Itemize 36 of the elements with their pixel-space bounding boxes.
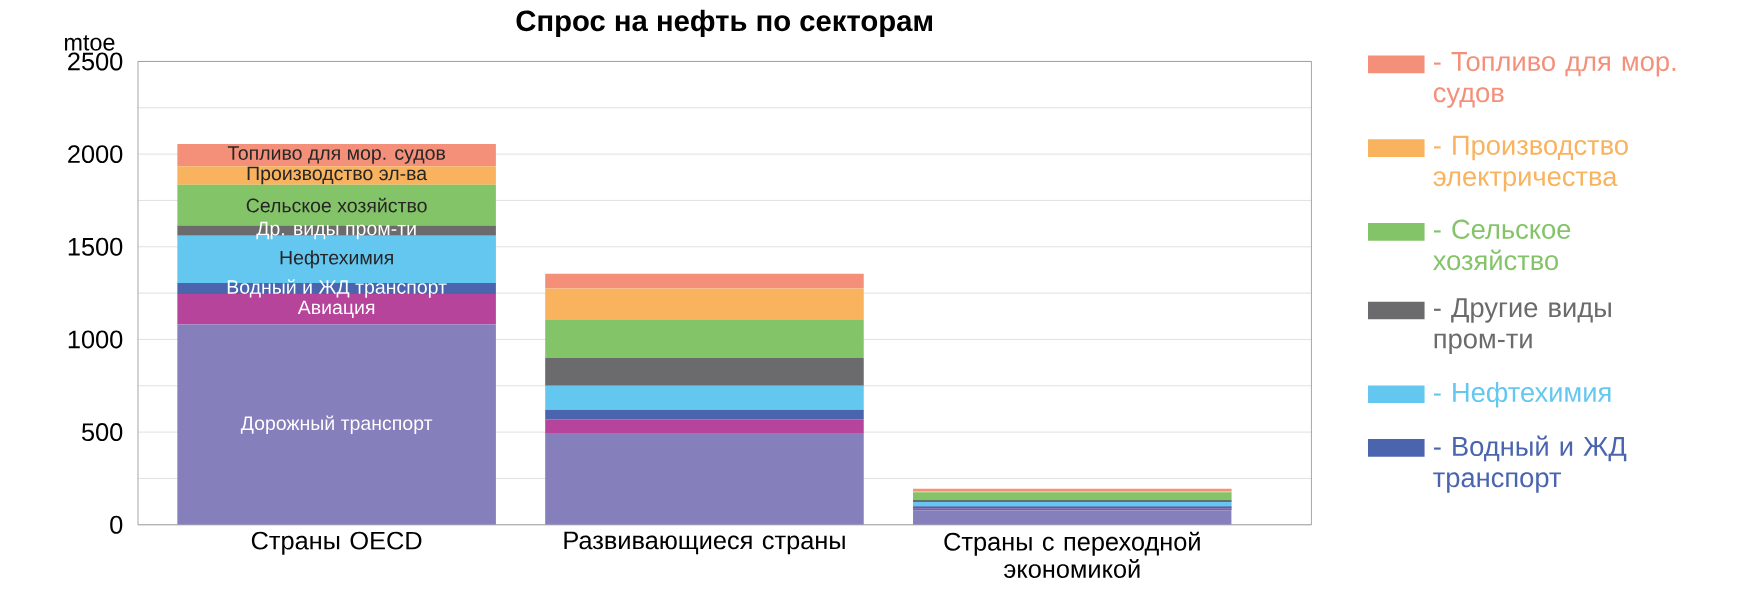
x-tick-label: Страны с переходной экономикой [944, 531, 1200, 579]
x-tick-label: Развивающиеся страны [564, 531, 845, 555]
y-axis-title: mtoe [65, 35, 115, 51]
legend-label: - Производство электричества [1433, 135, 1628, 192]
bar [913, 492, 1232, 501]
bar [177, 166, 496, 185]
y-tick-label: 1500 [68, 237, 123, 256]
y-tick-label: 0 [110, 515, 123, 534]
bar [545, 433, 864, 525]
legend-label: - Другие виды пром-ти [1433, 298, 1611, 354]
y-tick-label: 1000 [68, 330, 123, 349]
legend-label: - Топливо для мор. судов [1433, 52, 1676, 108]
annotation: Авиация [297, 300, 375, 319]
bar [545, 385, 864, 410]
bar [545, 419, 864, 434]
bar [177, 324, 496, 525]
bar [913, 502, 1232, 507]
annotation: Сельское хозяйство [246, 197, 427, 213]
annotation: Топливо для мор. судов [227, 146, 445, 164]
y-tick-label: 2500 [68, 52, 123, 71]
bar [545, 273, 864, 289]
annotation: Производство эл-ва [247, 166, 428, 185]
legend-label: - Водный и ЖД транспорт [1433, 435, 1627, 493]
annotation: Дорожный транспорт [240, 415, 433, 435]
bar [545, 320, 864, 359]
y-tick-label: 500 [81, 423, 123, 442]
bar [545, 358, 864, 386]
legend-label: - Нефтехимия [1433, 382, 1611, 408]
annotation: Нефтехимия [280, 250, 393, 269]
legend-label: - Сельское хозяйство [1433, 219, 1571, 271]
bar [545, 409, 864, 420]
bar [545, 288, 864, 321]
chart-title: Спрос на нефть по секторам [516, 9, 933, 38]
x-tick-label: Страны OECD [251, 531, 422, 555]
bar [913, 510, 1232, 525]
y-tick-label: 2000 [68, 145, 123, 164]
